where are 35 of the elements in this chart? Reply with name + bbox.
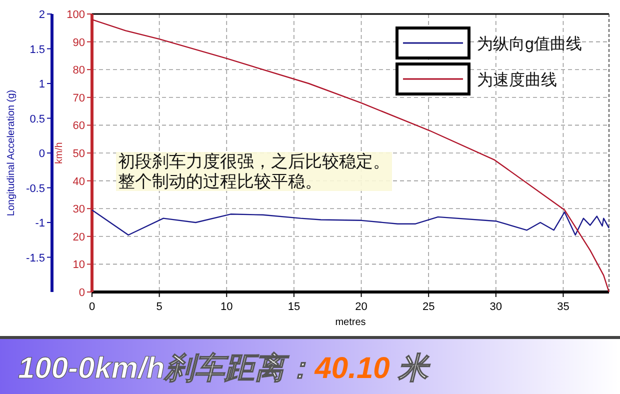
y2-axis-title: Longitudinal Acceleration (g) xyxy=(6,90,17,216)
y2-tick-label: 0.5 xyxy=(30,113,45,126)
y2-tick-label: 2 xyxy=(38,9,45,21)
x-tick-label: 30 xyxy=(490,301,502,313)
y2-tick-label: 1.5 xyxy=(30,44,45,56)
y2-tick-label: 0 xyxy=(38,148,45,160)
y2-tick-label: -1.5 xyxy=(26,252,45,264)
x-tick-label: 35 xyxy=(557,301,570,313)
y-tick-label: 100 xyxy=(66,9,85,21)
y2-tick-label: -1 xyxy=(35,218,45,230)
y2-tick-label: 1 xyxy=(38,78,45,90)
x-tick-label: 10 xyxy=(220,301,233,313)
y2-tick-label: -0.5 xyxy=(26,182,45,195)
y-tick-label: 80 xyxy=(72,64,85,77)
x-tick-label: 5 xyxy=(156,301,162,313)
y-tick-label: 50 xyxy=(72,148,85,160)
legend-label: 为速度曲线 xyxy=(477,71,557,89)
y-tick-label: 70 xyxy=(72,92,85,104)
y-axis-title: km/h xyxy=(54,142,65,164)
y-tick-label: 60 xyxy=(72,120,85,132)
annotation: 整个制动的过程比较平稳。 xyxy=(118,172,322,191)
y-tick-label: 90 xyxy=(72,36,85,49)
legend-label: 为纵向g值曲线 xyxy=(477,35,582,53)
x-axis-title: metres xyxy=(335,317,366,328)
x-tick-label: 20 xyxy=(355,301,368,313)
text: 100-0km/h刹车距离：40.10 米 xyxy=(18,351,432,385)
annotation: 初段刹车力度很强，之后比较稳定。 xyxy=(118,152,390,171)
y-tick-label: 30 xyxy=(72,204,85,216)
y-tick-label: 0 xyxy=(78,287,85,299)
y-tick-label: 20 xyxy=(72,231,85,244)
x-tick-label: 0 xyxy=(88,301,96,313)
x-tick-label: 25 xyxy=(422,301,435,313)
y-tick-label: 40 xyxy=(72,176,85,188)
x-tick-label: 15 xyxy=(288,301,300,313)
y-tick-label: 10 xyxy=(72,259,85,272)
